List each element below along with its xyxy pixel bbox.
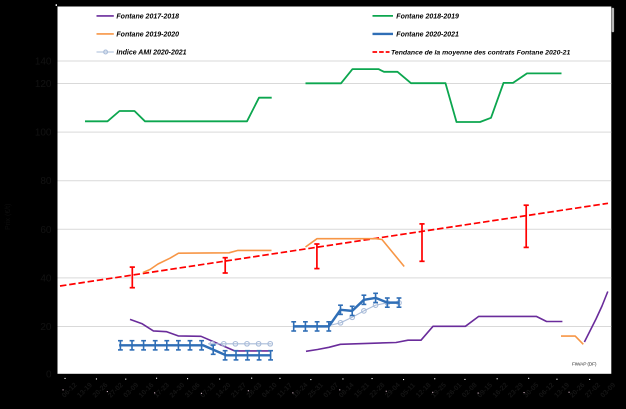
svg-text:140: 140: [35, 57, 52, 68]
svg-text:100: 100: [35, 128, 52, 139]
svg-text:Fontane 2019-2020: Fontane 2019-2020: [116, 32, 179, 39]
svg-text:Fontane 2017-2018: Fontane 2017-2018: [116, 14, 179, 21]
svg-text:Prix (€/t): Prix (€/t): [5, 204, 12, 230]
svg-text:Fontane 2018-2019: Fontane 2018-2019: [396, 14, 459, 21]
svg-text:FIWAP (DF): FIWAP (DF): [572, 362, 597, 368]
svg-text:80: 80: [40, 176, 52, 187]
svg-text:120: 120: [35, 79, 52, 90]
svg-text:0: 0: [46, 369, 52, 380]
svg-text:20: 20: [40, 322, 52, 333]
svg-text:Indice AMI 2020-2021: Indice AMI 2020-2021: [116, 50, 186, 57]
svg-text:60: 60: [40, 225, 52, 236]
svg-text:40: 40: [40, 273, 52, 284]
svg-text:Fontane 2020-2021: Fontane 2020-2021: [396, 32, 459, 39]
svg-text:Tendance de la moyenne des con: Tendance de la moyenne des contrats Font…: [391, 50, 570, 57]
